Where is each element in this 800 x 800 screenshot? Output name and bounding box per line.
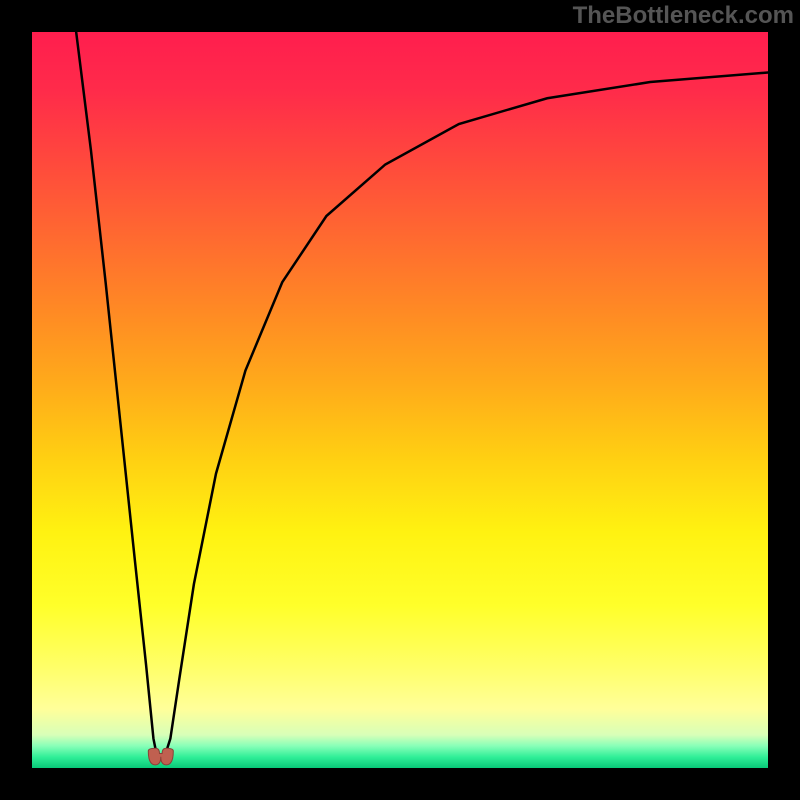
bottleneck-curve — [32, 32, 768, 768]
watermark-text: TheBottleneck.com — [573, 2, 794, 30]
plot-area — [32, 32, 768, 768]
chart-container: TheBottleneck.com — [0, 0, 800, 800]
